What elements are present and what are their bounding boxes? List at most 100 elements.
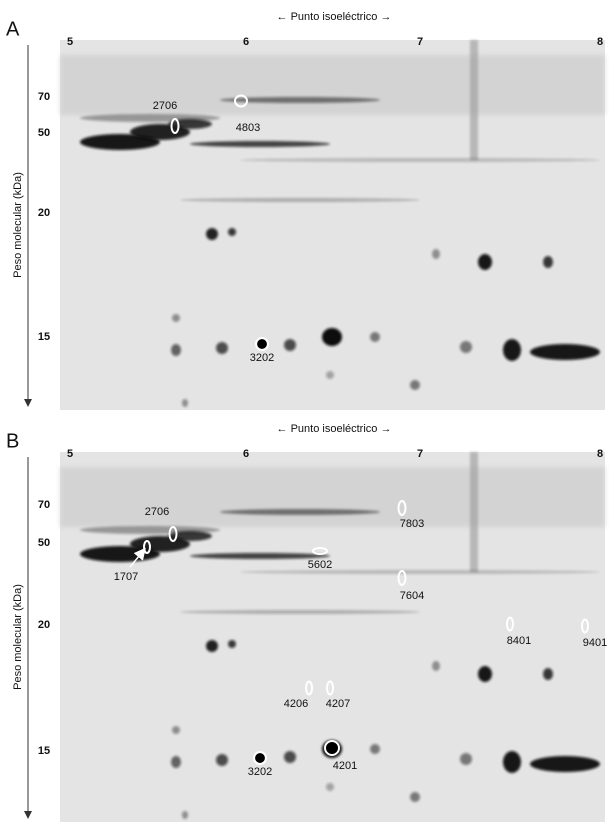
gel-spot <box>216 754 228 766</box>
spot-label: 2706 <box>153 100 177 112</box>
gel-spot <box>530 344 600 360</box>
gel-spot <box>530 756 600 772</box>
gel-spot <box>240 570 600 574</box>
gel-spot <box>410 792 420 802</box>
gel-smear <box>60 467 605 527</box>
spot-marker <box>312 547 328 555</box>
y-tick-label: 50 <box>38 127 50 139</box>
gel-panel <box>60 452 605 822</box>
y-axis-title: Peso molecular (kDa) <box>12 584 24 690</box>
gel-spot <box>171 344 181 356</box>
gel-spot <box>410 380 420 390</box>
gel-spot <box>172 726 180 734</box>
spot-label: 5602 <box>308 559 332 571</box>
gel-spot <box>284 751 296 763</box>
spot-label: 2706 <box>145 506 169 518</box>
spot-label: 3202 <box>248 766 272 778</box>
x-tick-label: 5 <box>67 448 73 460</box>
y-tick-label: 15 <box>38 331 50 343</box>
spot-marker <box>255 337 269 351</box>
gel-spot <box>228 640 236 648</box>
gel-spot <box>322 328 342 346</box>
spot-marker <box>506 616 514 632</box>
spot-label: 8401 <box>507 635 531 647</box>
y-tick-label: 20 <box>38 207 50 219</box>
gel-spot <box>460 341 472 353</box>
spot-core <box>326 742 338 754</box>
gel-spot <box>80 114 220 122</box>
y-tick-label: 20 <box>38 619 50 631</box>
gel-spot <box>228 228 236 236</box>
x-tick-label: 5 <box>67 36 73 48</box>
spot-label: 3202 <box>250 352 274 364</box>
gel-spot <box>206 228 218 240</box>
gel-spot <box>180 198 420 202</box>
panel-letter: B <box>6 430 19 452</box>
gel-spot <box>432 661 440 671</box>
spot-marker <box>581 618 589 634</box>
spot-label: 4207 <box>326 698 350 710</box>
spot-marker <box>143 540 151 554</box>
gel-spot <box>172 314 180 322</box>
spot-label: 9401 <box>583 637 607 649</box>
gel-spot <box>80 526 220 534</box>
x-tick-label: 6 <box>243 36 249 48</box>
gel-spot <box>478 254 492 270</box>
gel-spot <box>240 158 600 162</box>
spot-label: 4206 <box>284 698 308 710</box>
spot-label: 1707 <box>114 571 138 583</box>
spot-label: 4201 <box>333 760 357 772</box>
spot-marker <box>253 751 267 765</box>
spot-arrow <box>129 547 146 568</box>
gel-spot <box>220 97 380 103</box>
gel-spot <box>326 783 334 791</box>
gel-spot <box>182 399 188 407</box>
gel-panel <box>60 40 605 410</box>
gel-spot <box>220 509 380 515</box>
x-tick-label: 8 <box>597 36 603 48</box>
spot-marker <box>326 680 334 696</box>
gel-spot <box>478 666 492 682</box>
spot-marker <box>234 94 248 108</box>
x-tick-label: 8 <box>597 448 603 460</box>
y-tick-label: 15 <box>38 745 50 757</box>
gel-spot <box>180 610 420 614</box>
panel-letter: A <box>6 18 20 40</box>
gel-spot <box>190 553 330 559</box>
gel-spot <box>432 249 440 259</box>
gel-spot <box>190 141 330 147</box>
x-axis-title: ← Punto isoeléctrico → <box>277 11 392 23</box>
y-tick-label: 70 <box>38 499 50 511</box>
spot-label: 7803 <box>400 518 424 530</box>
gel-spot <box>80 134 160 150</box>
gel-spot <box>206 640 218 652</box>
gel-streak <box>470 452 478 572</box>
spot-marker <box>170 118 180 134</box>
gel-smear <box>60 55 605 115</box>
y-tick-label: 50 <box>38 537 50 549</box>
gel-spot <box>182 811 188 819</box>
gel-spot <box>171 756 181 768</box>
spot-core <box>255 753 265 763</box>
gel-spot <box>326 371 334 379</box>
gel-spot <box>284 339 296 351</box>
gel-spot <box>130 124 190 140</box>
gel-spot <box>216 342 228 354</box>
spot-marker <box>305 680 313 696</box>
y-tick-label: 70 <box>38 91 50 103</box>
spot-marker <box>397 570 407 586</box>
x-tick-label: 6 <box>243 448 249 460</box>
spot-marker <box>168 526 178 542</box>
spot-core <box>257 339 267 349</box>
spot-label: 7604 <box>400 590 424 602</box>
gel-spot <box>503 751 521 773</box>
gel-spot <box>370 744 380 754</box>
x-tick-label: 7 <box>417 448 423 460</box>
spot-marker <box>324 740 340 756</box>
y-axis-title: Peso molecular (kDa) <box>12 172 24 278</box>
x-tick-label: 7 <box>417 36 423 48</box>
gel-spot <box>503 339 521 361</box>
gel-spot <box>543 256 553 268</box>
x-axis-title: ← Punto isoeléctrico → <box>277 423 392 435</box>
